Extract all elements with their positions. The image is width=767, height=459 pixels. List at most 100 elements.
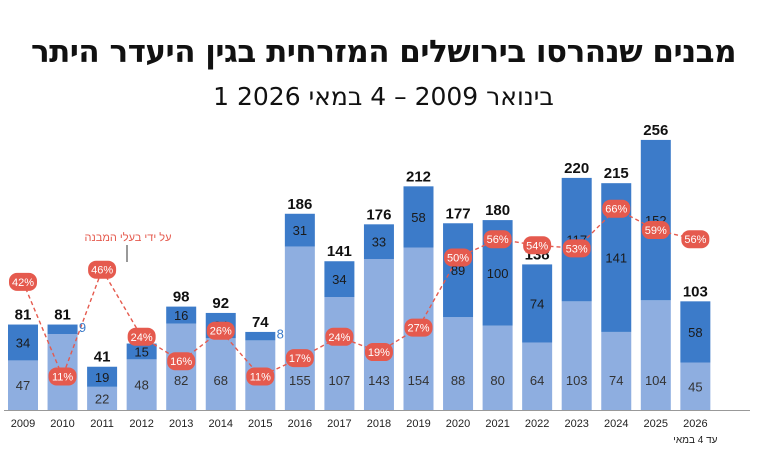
label-total-2015: 74 <box>252 314 269 331</box>
bar-upper-2016 <box>284 213 315 247</box>
bar-lower-2022 <box>522 342 553 410</box>
bar-lower-2014 <box>205 338 236 410</box>
percent-badge-2013 <box>167 352 196 371</box>
percent-badge-2012 <box>127 327 156 346</box>
label-lower-2012: 48 <box>134 378 148 393</box>
percent-label-2013: 16% <box>170 356 192 368</box>
label-lower-2016: 155 <box>289 373 311 388</box>
bar-lower-2020 <box>443 317 474 410</box>
x-tick-2022: 2022 <box>525 418 549 430</box>
bar-upper-2026 <box>680 301 711 363</box>
label-upper-2019: 58 <box>411 210 425 225</box>
chart-title: מבנים שנהרסו בירושלים המזרחית בגין היעדר… <box>30 34 737 70</box>
bar-upper-2010 <box>47 324 78 335</box>
x-tick-2013: 2013 <box>169 418 193 430</box>
percent-label-2015: 11% <box>250 371 271 383</box>
bar-upper-2022 <box>522 264 553 343</box>
bar-upper-2015 <box>245 331 276 341</box>
percent-badge-2011 <box>88 260 117 279</box>
percent-label-2022: 54% <box>526 240 548 252</box>
bar-lower-2021 <box>482 325 513 410</box>
x-tick-2010: 2010 <box>50 418 74 430</box>
label-total-2010: 81 <box>54 307 71 324</box>
bar-upper-2009 <box>8 324 38 361</box>
label-total-2024: 215 <box>604 165 629 182</box>
x-tick-2026: 2026 <box>683 418 707 430</box>
percent-badge-2014 <box>206 321 235 340</box>
label-total-2023: 220 <box>564 160 589 177</box>
x-tick-2011: 2011 <box>90 418 114 430</box>
label-upper-2009: 34 <box>16 335 30 350</box>
x-tick-2025: 2025 <box>644 418 668 430</box>
label-lower-2024: 74 <box>609 373 623 388</box>
bar-upper-2017 <box>324 261 355 298</box>
label-upper-2020: 89 <box>451 263 465 278</box>
label-total-2021: 180 <box>485 202 510 219</box>
bar-lower-2023 <box>561 301 592 410</box>
percent-label-2018: 19% <box>368 347 390 359</box>
x-tick-2020: 2020 <box>446 418 470 430</box>
x-tick-2024: 2024 <box>604 418 628 430</box>
label-total-2013: 98 <box>173 289 190 306</box>
x-tick-2021: 2021 <box>485 418 509 430</box>
percent-annotation: על ידי בעלי המבנה <box>84 231 171 244</box>
bar-upper-2018 <box>363 224 394 260</box>
label-upper-2011: 19 <box>95 370 109 385</box>
label-total-2019: 212 <box>406 168 431 185</box>
label-upper-2012: 15 <box>134 344 148 359</box>
bar-upper-2020 <box>443 223 474 318</box>
bar-lower-2016 <box>284 246 315 410</box>
label-total-2018: 176 <box>366 206 391 223</box>
x-tick-2018: 2018 <box>367 418 391 430</box>
x-tick-2012: 2012 <box>129 418 153 430</box>
percent-badge-2026 <box>681 230 710 249</box>
x-tick-2009: 2009 <box>11 418 35 430</box>
percent-label-2014: 26% <box>210 326 232 338</box>
x-tick-2015: 2015 <box>248 418 272 430</box>
label-total-2020: 177 <box>446 205 471 222</box>
percent-label-2017: 24% <box>328 332 350 344</box>
bar-lower-2017 <box>324 297 355 410</box>
x-tick-2016: 2016 <box>288 418 312 430</box>
label-lower-2009: 47 <box>16 378 30 393</box>
percent-label-2012: 24% <box>131 332 153 344</box>
percent-badge-2023 <box>562 239 591 258</box>
percent-badge-2015 <box>246 367 275 386</box>
label-total-2025: 256 <box>643 122 668 139</box>
bar-lower-2009 <box>8 360 38 410</box>
percent-label-2010: 11% <box>52 371 73 383</box>
label-upper-2013: 16 <box>174 308 188 323</box>
label-upper-2022: 74 <box>530 296 544 311</box>
percent-label-2020: 50% <box>447 253 469 265</box>
x-tick-note: עד 4 במאי <box>673 435 717 446</box>
percent-badge-2022 <box>523 236 552 255</box>
percent-label-2024: 66% <box>605 204 627 216</box>
label-upper-2016: 31 <box>293 223 307 238</box>
percent-label-2023: 53% <box>566 243 588 255</box>
label-lower-2017: 107 <box>329 373 351 388</box>
label-lower-2025: 104 <box>645 373 667 388</box>
label-lower-2014: 68 <box>214 373 228 388</box>
label-lower-2011: 22 <box>95 391 109 406</box>
percent-badge-2010 <box>48 367 77 386</box>
bar-lower-2025 <box>640 300 671 410</box>
bar-upper-2011 <box>87 366 118 387</box>
percent-label-2009: 42% <box>12 277 34 289</box>
x-tick-2019: 2019 <box>406 418 430 430</box>
percent-label-2016: 17% <box>289 353 311 365</box>
percent-label-2026: 56% <box>684 234 706 246</box>
percent-badge-2018 <box>364 343 393 362</box>
label-total-2017: 141 <box>327 243 352 260</box>
label-lower-2023: 103 <box>566 373 588 388</box>
bar-upper-2025 <box>640 139 671 301</box>
percent-badge-2024 <box>602 199 631 218</box>
bar-upper-2012 <box>126 343 157 360</box>
label-lower-2019: 154 <box>408 373 430 388</box>
label-lower-2018: 143 <box>368 373 390 388</box>
x-tick-2017: 2017 <box>327 418 351 430</box>
label-upper-2024: 141 <box>605 251 627 266</box>
percent-label-2019: 27% <box>407 323 429 335</box>
percent-badge-2025 <box>641 221 670 240</box>
percent-label-2011: 46% <box>91 265 113 277</box>
